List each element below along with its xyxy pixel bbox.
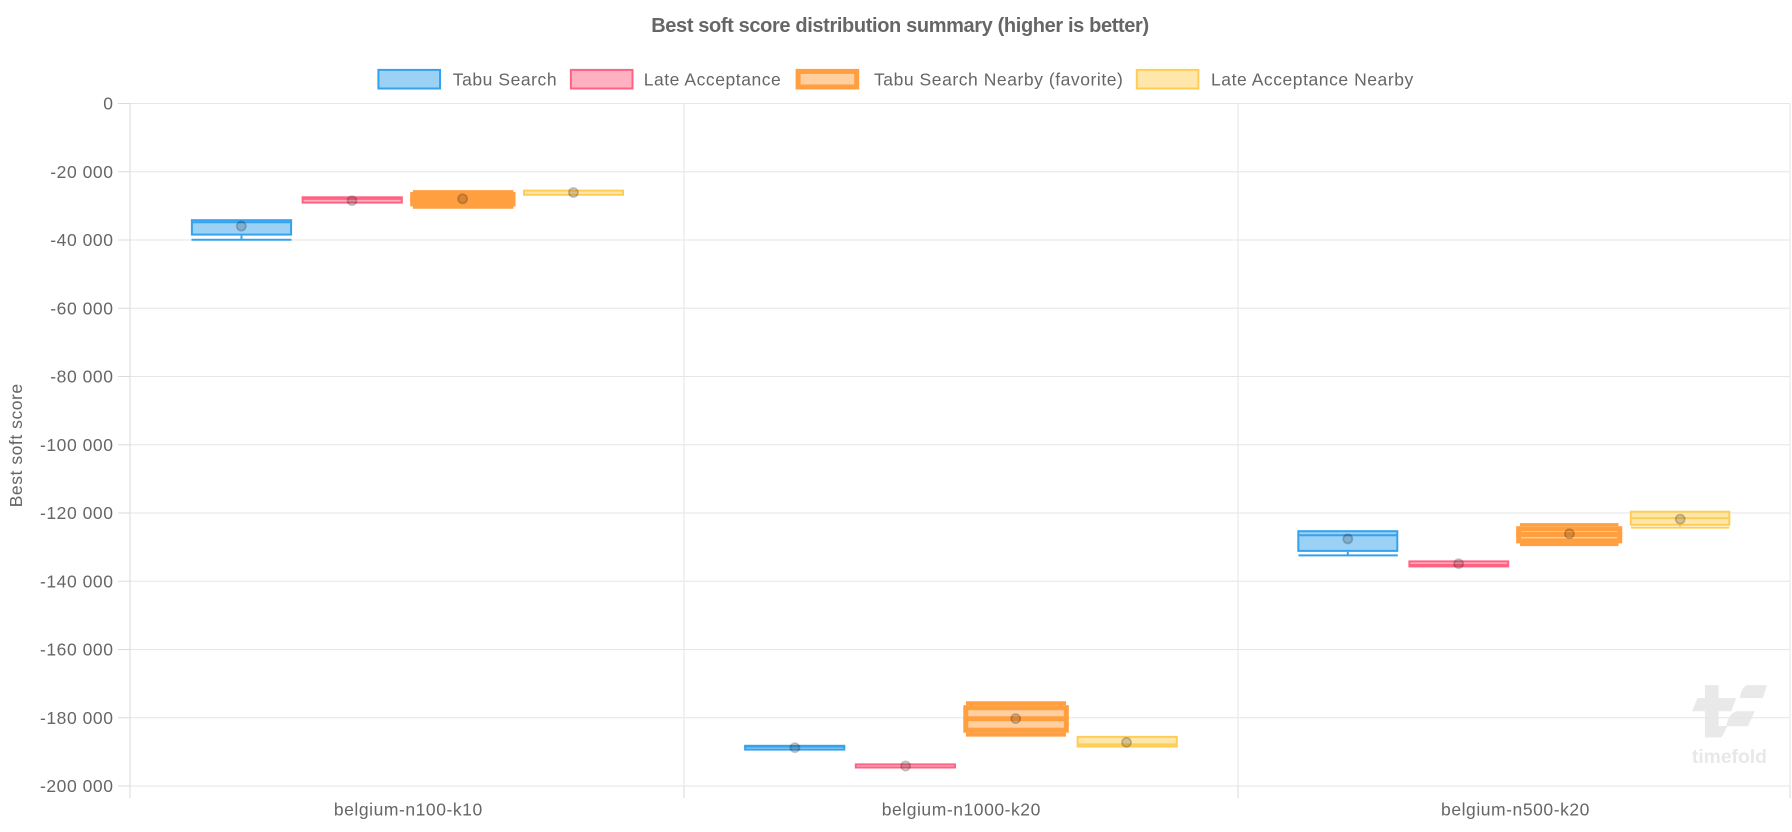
- svg-text:-100 000: -100 000: [40, 435, 114, 455]
- svg-text:-120 000: -120 000: [40, 503, 114, 523]
- svg-text:belgium-n1000-k20: belgium-n1000-k20: [882, 800, 1041, 820]
- svg-text:Tabu Search: Tabu Search: [453, 69, 557, 89]
- svg-text:-40 000: -40 000: [50, 230, 113, 250]
- svg-text:-20 000: -20 000: [50, 162, 113, 182]
- svg-text:Best soft score distribution s: Best soft score distribution summary (hi…: [651, 15, 1149, 37]
- svg-text:belgium-n100-k10: belgium-n100-k10: [334, 800, 483, 820]
- svg-text:-200 000: -200 000: [40, 776, 114, 796]
- svg-text:Best soft score: Best soft score: [6, 383, 26, 507]
- svg-text:timefold: timefold: [1692, 747, 1767, 768]
- svg-text:-140 000: -140 000: [40, 571, 114, 591]
- svg-text:-160 000: -160 000: [40, 640, 114, 660]
- svg-text:Late Acceptance Nearby: Late Acceptance Nearby: [1211, 69, 1414, 89]
- svg-text:Late Acceptance: Late Acceptance: [644, 69, 782, 89]
- svg-text:-80 000: -80 000: [50, 367, 113, 387]
- svg-text:Tabu Search Nearby (favorite): Tabu Search Nearby (favorite): [874, 69, 1123, 89]
- svg-text:0: 0: [103, 94, 113, 114]
- svg-text:-60 000: -60 000: [50, 298, 113, 318]
- svg-text:belgium-n500-k20: belgium-n500-k20: [1441, 800, 1590, 820]
- svg-text:-180 000: -180 000: [40, 708, 114, 728]
